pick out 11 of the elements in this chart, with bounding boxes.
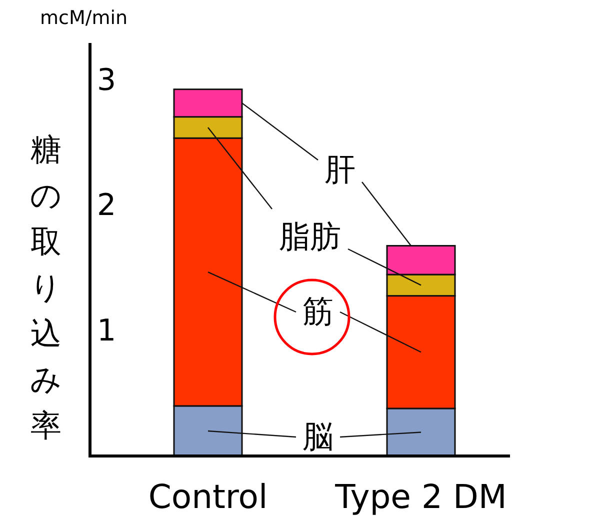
y-tick-label: 3 [97,63,116,98]
series-label: 脂肪 [279,219,341,255]
y-tick-label: 1 [97,313,116,348]
text: mcM/min [40,7,128,29]
x-tick-label: Type 2 DM [334,477,507,516]
y-axis-title: 糖の取り込み率 [30,132,62,444]
legend-label: 脳 [302,419,334,455]
legend-label: 筋 [302,294,334,330]
y-tick-label: 2 [97,188,116,224]
text: 肝 [324,152,356,188]
x-tick-label: Control [148,477,268,516]
